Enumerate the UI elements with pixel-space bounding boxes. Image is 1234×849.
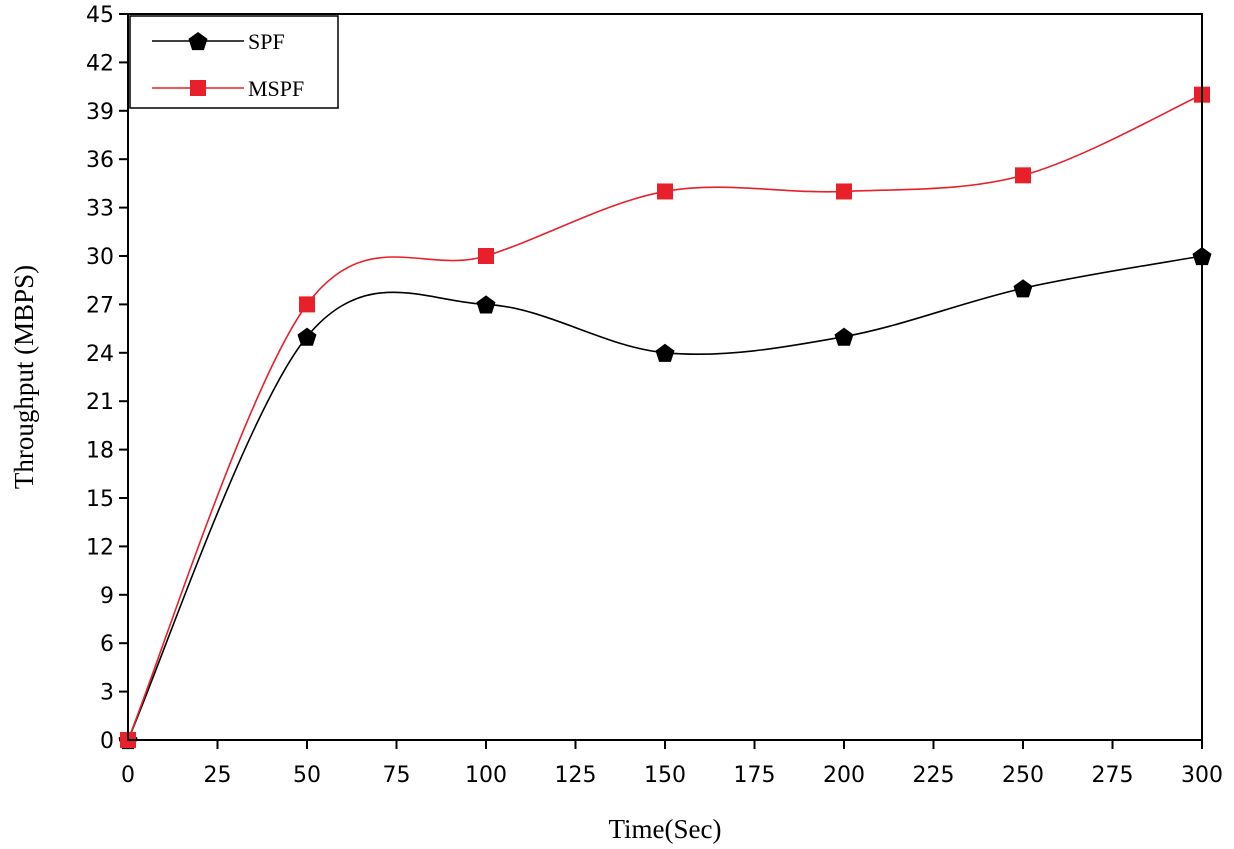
y-tick-label: 39 [86,100,114,125]
y-tick-label: 0 [100,729,114,754]
x-tick-label: 300 [1181,763,1223,788]
x-tick-label: 0 [121,763,135,788]
plot-area-frame [127,13,1203,741]
mspf-data-point [657,183,673,200]
mspf-data-point [1015,167,1031,184]
y-axis-title: Throughput (MBPS) [9,265,39,489]
y-tick-label: 12 [86,535,114,560]
x-tick-label: 275 [1092,763,1134,788]
x-tick-label: 175 [734,763,776,788]
x-tick-label: 200 [823,763,865,788]
series-mspf [120,86,1210,748]
legend-label-spf: SPF [248,29,285,54]
legend: SPF MSPF [129,15,339,109]
x-tick-label: 25 [204,763,232,788]
y-tick-label: 15 [86,487,114,512]
mspf-data-point [836,183,852,200]
x-axis-ticks: 0 25 50 75 100 125 150 175 200 225 250 275 300 [121,740,1223,788]
x-tick-label: 50 [293,763,321,788]
legend-box [129,15,339,109]
series-spf [118,247,1212,750]
y-tick-label: 27 [86,293,114,318]
x-axis-title: Time(Sec) [609,814,722,844]
x-tick-label: 75 [383,763,411,788]
legend-marker-spf [188,32,208,51]
y-tick-label: 21 [86,390,114,415]
mspf-data-point [478,248,494,264]
series-layer [118,86,1212,750]
y-tick-label: 45 [86,3,114,28]
spf-data-point [476,295,496,314]
x-tick-label: 100 [465,763,507,788]
spf-data-point [655,343,675,362]
y-tick-label: 33 [86,197,114,222]
x-tick-label: 225 [913,763,955,788]
y-tick-label: 18 [86,439,114,464]
spf-data-point [297,327,317,346]
legend-marker-mspf [190,80,206,96]
y-tick-label: 36 [86,148,114,173]
spf-data-point [834,327,854,346]
x-tick-label: 150 [644,763,686,788]
spf-line [127,255,1203,741]
y-tick-label: 30 [86,245,114,270]
spf-data-point [1013,279,1033,298]
legend-label-mspf: MSPF [248,76,304,101]
x-tick-label: 125 [555,763,597,788]
y-tick-label: 24 [86,342,114,367]
y-tick-label: 6 [100,632,114,657]
y-tick-label: 9 [100,584,114,609]
x-tick-label: 250 [1002,763,1044,788]
y-tick-label: 3 [100,681,114,706]
mspf-data-point [299,296,315,313]
y-tick-label: 42 [86,51,114,76]
